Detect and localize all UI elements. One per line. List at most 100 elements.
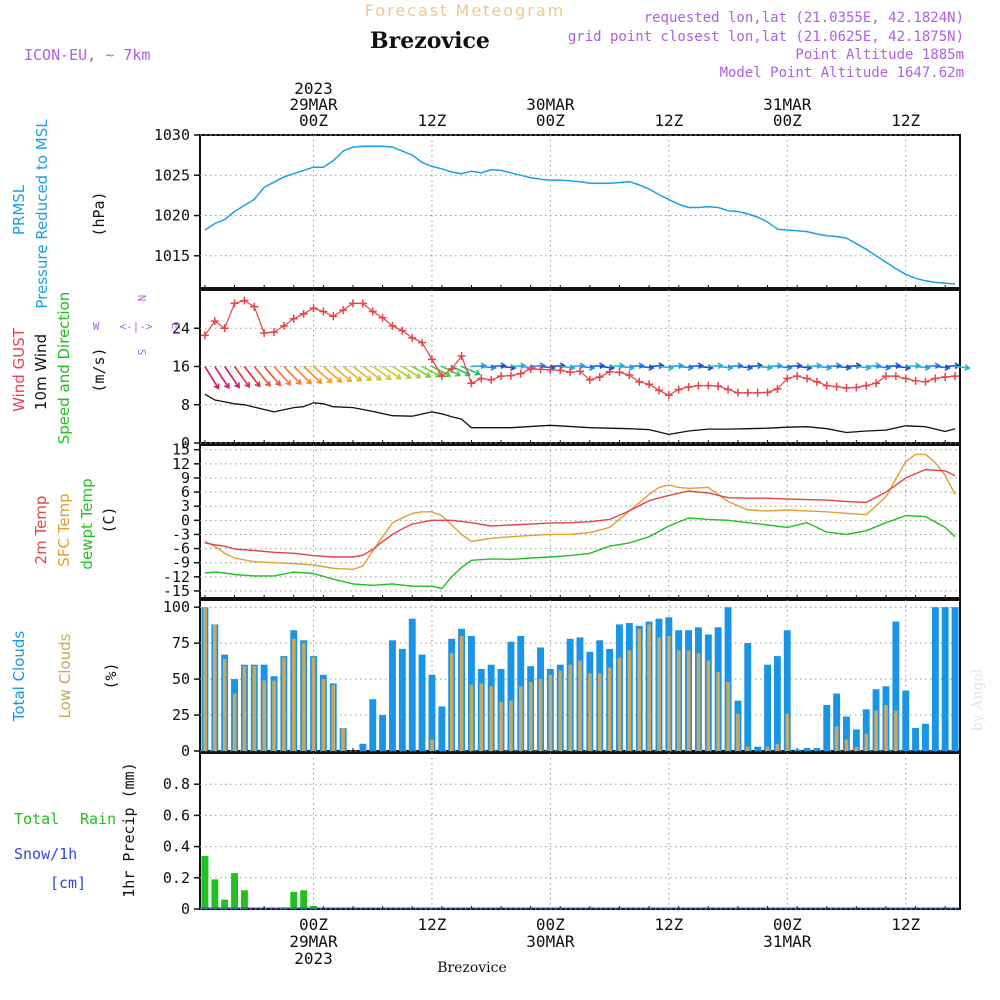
cloud-ytick-label: 25	[172, 706, 190, 724]
low-cloud-bar	[341, 728, 345, 751]
wind-arrow-head	[223, 382, 230, 390]
total-cloud-bar	[408, 618, 416, 751]
gust-marker	[388, 321, 397, 330]
gust-marker	[684, 383, 693, 392]
low-cloud-bar	[834, 726, 839, 751]
low-cloud-bar	[726, 682, 730, 751]
gust-marker	[674, 385, 683, 394]
gust-marker	[240, 296, 249, 305]
compass-rose: N W <-|-> E S	[93, 295, 182, 356]
pressure-ytick-label: 1020	[154, 207, 190, 225]
low-cloud-bar	[331, 684, 336, 751]
total-cloud-bar	[438, 706, 446, 751]
prmsl-long-label: Pressure Reduced to MSL	[33, 119, 51, 309]
gust-marker	[921, 377, 930, 386]
rain-label: Rain	[80, 810, 116, 828]
wind-arrow-head	[444, 371, 452, 378]
wind-ytick-label: 0	[181, 434, 190, 452]
wind-arrow	[560, 365, 575, 369]
wind-arrow	[797, 365, 812, 369]
wind-arrow-head	[415, 372, 422, 379]
wind-arrow	[372, 365, 392, 380]
low-cloud-bar	[588, 673, 592, 751]
gust-marker	[368, 307, 377, 316]
gust-marker	[566, 368, 575, 377]
requested-point: requested lon,lat (21.0355E, 42.1824N)	[644, 10, 964, 26]
total-cloud-bar	[428, 674, 436, 751]
low-cloud-bar	[854, 746, 859, 751]
low-cloud-bar	[252, 666, 257, 751]
gust-marker	[832, 382, 841, 391]
low-cloud-bar	[617, 657, 622, 751]
wind-arrow	[332, 365, 352, 382]
low-cloud-bar	[568, 664, 572, 751]
low-cloud-bar	[558, 670, 563, 751]
temp-ytick-label: 6	[181, 483, 190, 501]
wind-arrow-head	[954, 362, 961, 370]
total-cloud-bar	[902, 690, 910, 751]
wind-arrow	[441, 365, 461, 377]
wind-arrow-head	[305, 378, 313, 385]
top-time-label: 2023	[294, 79, 333, 98]
gust-marker	[694, 381, 703, 390]
wind-arrow-head	[599, 362, 606, 370]
temp-labels: 2m Temp SFC Temp dewpt Temp (C)	[32, 478, 118, 569]
temp-ytick-label: 9	[181, 469, 190, 487]
pressure-ytick-label: 1030	[154, 126, 190, 144]
gust-marker	[783, 374, 792, 383]
wind-arrow	[530, 364, 545, 368]
wind-arrow	[876, 365, 891, 369]
wind-arrow	[639, 365, 654, 369]
top-time-label: 12Z	[654, 111, 683, 130]
low-cloud-bar	[509, 700, 513, 751]
gust-marker	[348, 299, 357, 308]
compass-arrows: <-|->	[119, 320, 152, 333]
low-cloud-bar	[272, 680, 276, 751]
gust-marker	[250, 302, 259, 311]
compass-e: E	[169, 323, 182, 330]
station-title: Brezovice	[370, 28, 490, 54]
gust-marker	[457, 351, 466, 360]
wind10-line	[204, 393, 956, 436]
wind-arrow	[589, 364, 604, 368]
gust-marker	[931, 374, 940, 383]
pressure-labels: PRMSL Pressure Reduced to MSL (hPa)	[10, 119, 108, 309]
total-cloud-bar	[418, 654, 426, 751]
gust-marker	[299, 309, 308, 318]
gust-marker	[812, 377, 821, 386]
wind-arrow-head	[385, 374, 392, 380]
wind-arrow	[885, 364, 901, 368]
rain-bar	[310, 905, 317, 909]
low-cloud-bar	[716, 671, 720, 751]
gust-marker	[872, 379, 881, 388]
tsfc-line	[204, 453, 956, 570]
total-cloud-bar	[379, 715, 386, 751]
wind-arrow-head	[375, 374, 383, 381]
wind-arrow	[540, 365, 555, 369]
wind-arrow-head	[559, 362, 566, 370]
low-cloud-bar	[469, 684, 474, 751]
gust-marker	[911, 376, 920, 385]
gust-marker	[654, 386, 663, 395]
gust-marker	[339, 306, 348, 315]
wind10-label: 10m Wind	[32, 334, 50, 410]
pressure-line	[204, 145, 956, 285]
low-cloud-bar	[479, 683, 484, 751]
wind-arrow	[826, 364, 841, 368]
low-cloud-bar	[696, 653, 701, 751]
total-cloud-bar	[359, 743, 367, 751]
wind-arrow	[322, 365, 342, 383]
gust-marker	[852, 383, 861, 392]
total-cloud-bar	[389, 640, 396, 751]
precip-labels: Total Rain Snow/1h [cm] 1hr Precip (mm)	[14, 762, 138, 897]
low-clouds-label: Low Clouds	[56, 633, 74, 718]
total-cloud-bar	[922, 723, 929, 751]
total-clouds-label: Total Clouds	[10, 631, 28, 723]
bottom-time-label: 31MAR	[763, 932, 812, 951]
low-cloud-bar	[637, 628, 641, 751]
low-cloud-bar	[864, 733, 869, 751]
wind-arrow	[658, 365, 674, 369]
cloud-ytick-label: 75	[172, 634, 190, 652]
gust-marker	[319, 307, 328, 316]
wind-arrow-head	[539, 362, 547, 370]
